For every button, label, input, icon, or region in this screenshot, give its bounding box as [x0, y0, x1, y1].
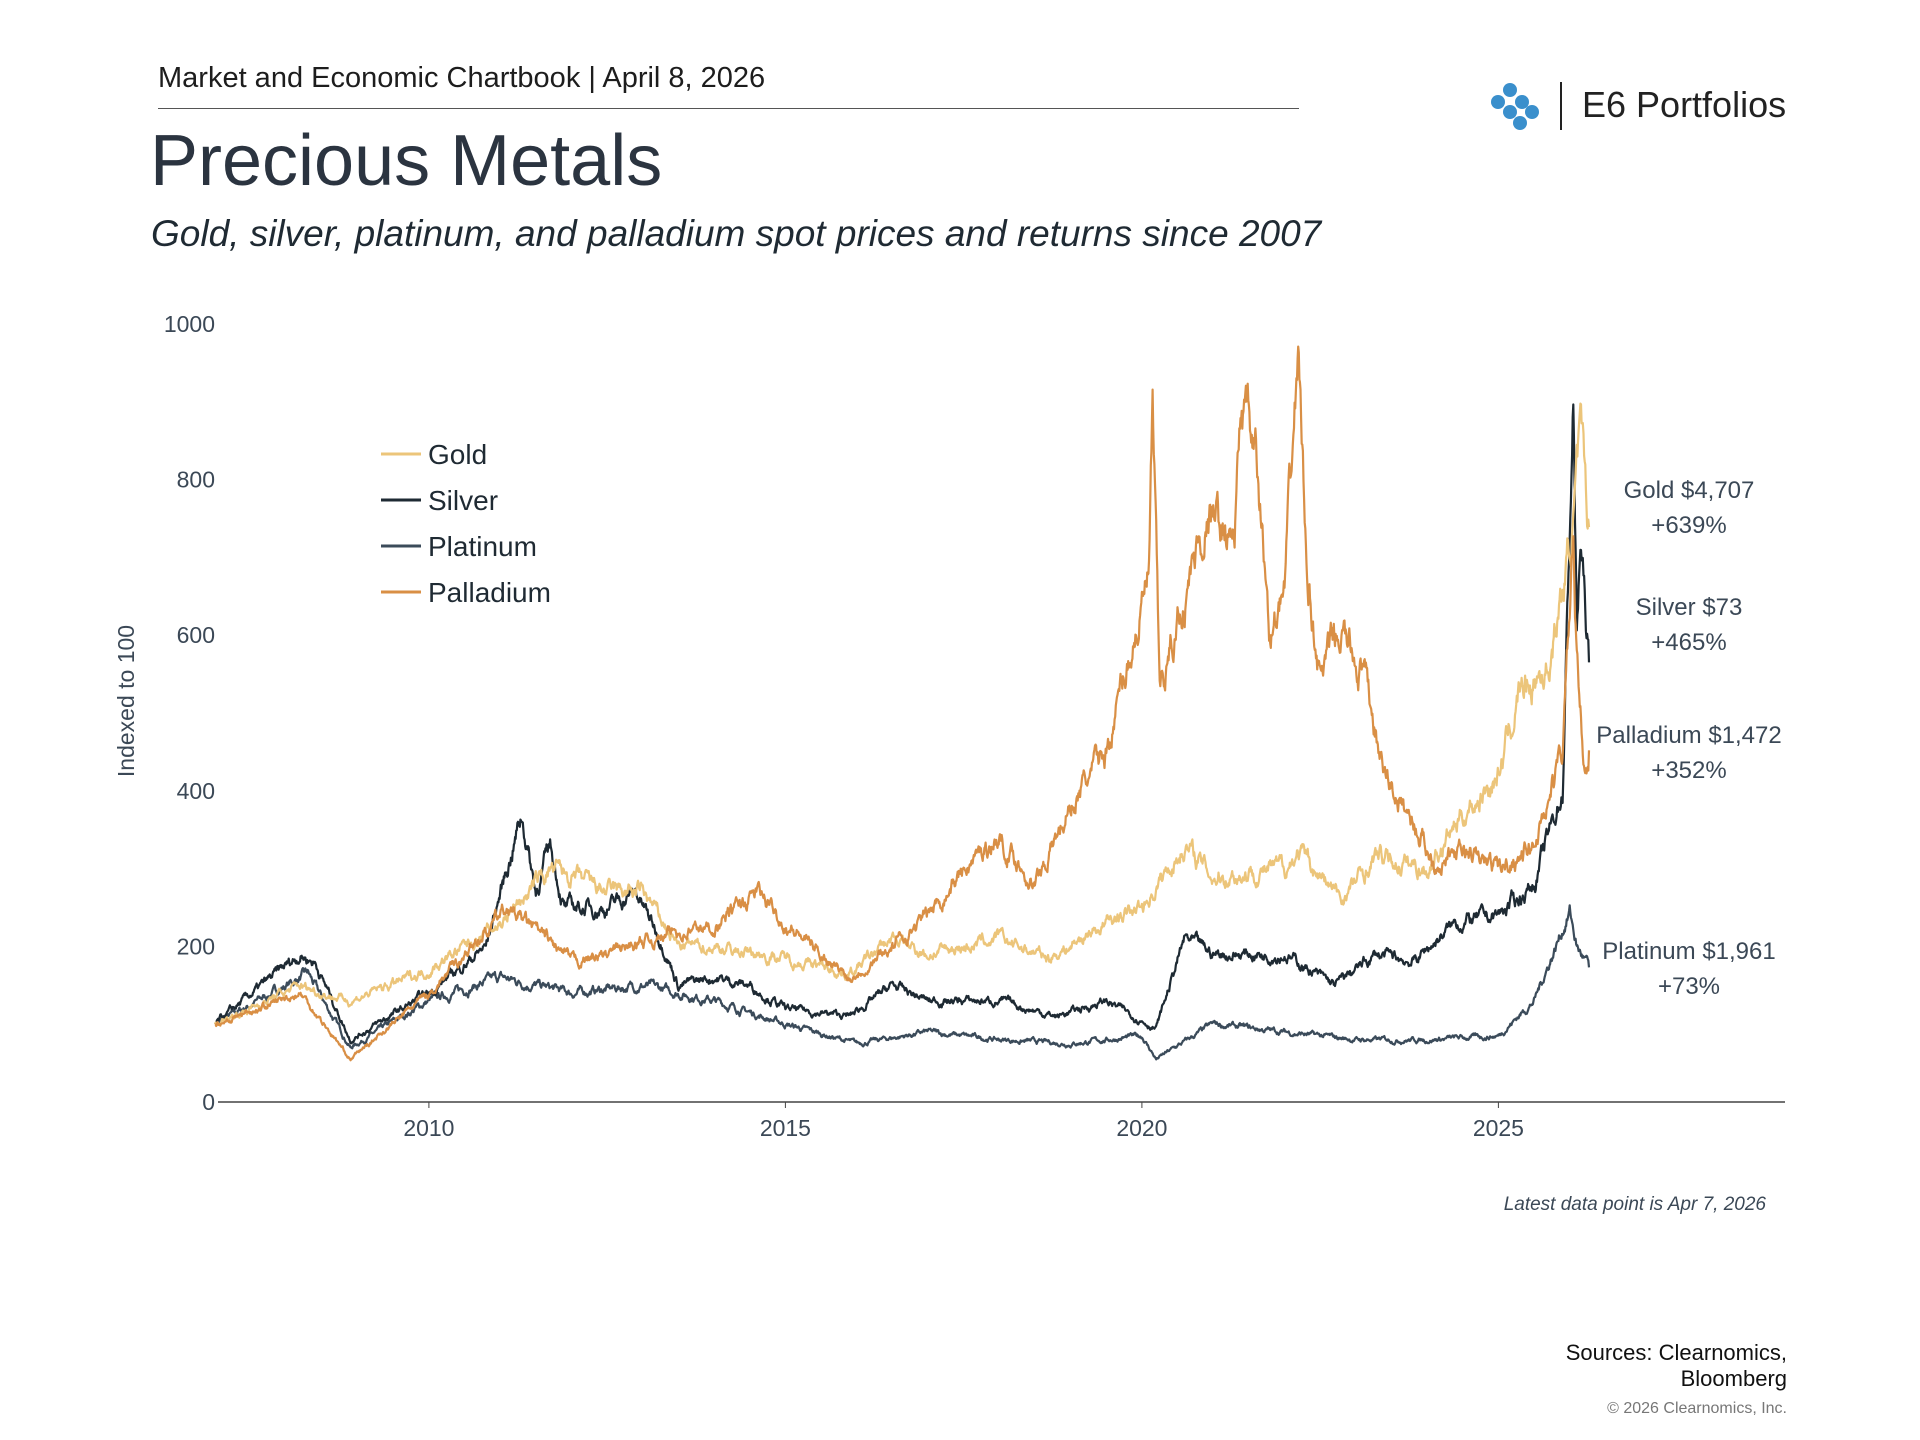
x-tick-label: 2010 [403, 1115, 454, 1141]
chartbook-header: Market and Economic Chartbook | April 8,… [158, 62, 766, 94]
annotation-silver-return: +465% [1651, 629, 1727, 656]
legend-label-silver: Silver [428, 485, 498, 516]
page-title: Precious Metals [150, 121, 663, 201]
sources-line-2: Bloomberg [1680, 1366, 1787, 1391]
x-tick-label: 2015 [760, 1115, 811, 1141]
x-tick-label: 2025 [1473, 1115, 1524, 1141]
legend-label-palladium: Palladium [428, 577, 551, 608]
annotation-palladium-return: +352% [1651, 757, 1727, 784]
page-subtitle: Gold, silver, platinum, and palladium sp… [151, 213, 1322, 254]
y-tick-label: 800 [177, 467, 215, 493]
header-rule [158, 108, 1299, 109]
annotation-platinum: Platinum $1,961 +73% [1602, 934, 1775, 1004]
series-line-silver [214, 403, 1591, 1045]
annotation-gold-price: Gold $4,707 [1623, 477, 1755, 504]
series-line-palladium [214, 345, 1591, 1062]
y-tick-label: 600 [177, 622, 215, 648]
brand-name: E6 Portfolios [1582, 84, 1787, 125]
logo-divider [1560, 82, 1562, 130]
series-line-gold [213, 402, 1591, 1027]
series-line-platinum [214, 904, 1591, 1061]
annotation-silver: Silver $73 +465% [1636, 590, 1743, 660]
sources: Sources: Clearnomics, Bloomberg [1566, 1340, 1787, 1392]
y-tick-label: 1000 [164, 311, 215, 337]
annotation-silver-price: Silver $73 [1635, 594, 1743, 621]
annotation-gold-return: +639% [1651, 512, 1727, 539]
legend-label-platinum: Platinum [428, 531, 537, 562]
x-tick-label: 2020 [1116, 1115, 1167, 1141]
sources-line-1: Sources: Clearnomics, [1565, 1340, 1787, 1365]
y-tick-label: 200 [177, 933, 215, 959]
annotation-palladium: Palladium $1,472 +352% [1596, 718, 1781, 788]
annotation-palladium-price: Palladium $1,472 [1596, 722, 1782, 749]
annotation-platinum-return: +73% [1657, 973, 1721, 1000]
annotation-platinum-price: Platinum $1,961 [1602, 938, 1776, 965]
y-tick-label: 400 [177, 778, 215, 804]
legend-label-gold: Gold [428, 439, 487, 470]
annotation-gold: Gold $4,707 +639% [1624, 473, 1755, 543]
copyright: © 2026 Clearnomics, Inc. [1607, 1400, 1787, 1417]
y-tick-label: 0 [202, 1089, 215, 1115]
e6-logo-icon [1491, 83, 1539, 130]
latest-data-note: Latest data point is Apr 7, 2026 [1503, 1194, 1766, 1215]
y-axis-label: Indexed to 100 [113, 625, 139, 777]
